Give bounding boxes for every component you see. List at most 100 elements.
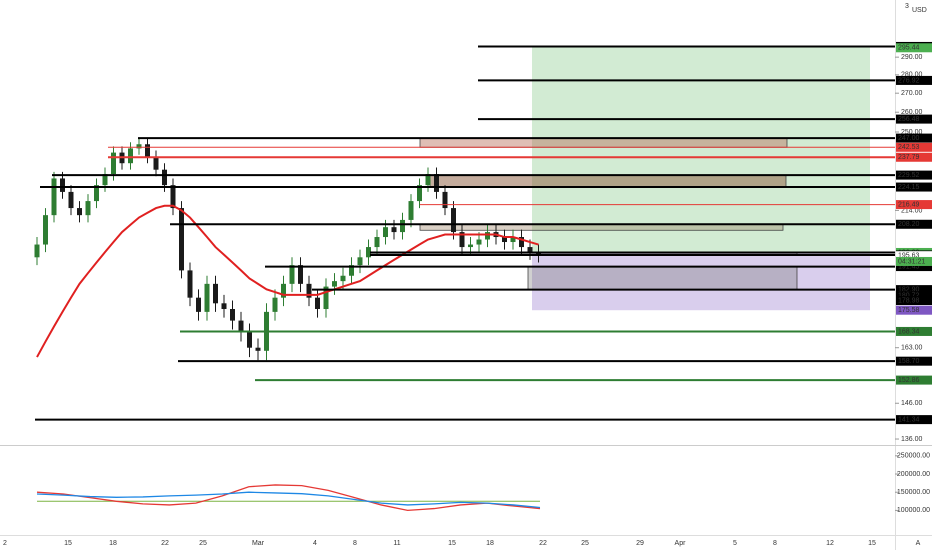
level-label-box [896,182,932,192]
y-tick-label: 214.00 [901,207,923,214]
level-label: 191.45 [898,263,920,270]
x-tick-label: 5 [733,540,737,547]
y-tick-label: 146.00 [901,400,923,407]
candle-body [383,227,388,238]
level-label-box [896,219,932,229]
x-tick-label: 11 [393,540,400,547]
level-label: 141.34 [898,416,920,423]
level-label-box [896,415,932,425]
corner-label: 3 [905,3,909,10]
candle-body [502,237,507,243]
level-label-box [896,142,932,152]
candle-body [417,185,422,202]
candle-body [221,303,227,310]
candle-body [196,297,201,312]
x-tick-label: Apr [675,540,687,547]
candle-body [68,191,74,209]
x-tick-label: 15 [448,540,456,547]
level-label: 178.98 [898,297,920,304]
zone-box [419,137,788,148]
candle-body [298,265,303,284]
candle-body [374,237,380,248]
candle-body [111,152,116,175]
y-tick-label: 250000.00 [897,453,930,460]
y-tick-label: 260.00 [901,109,923,116]
candle-body [136,144,142,149]
level-label: 158.70 [898,358,920,365]
x-tick-label: 8 [353,540,357,547]
level-label-box [896,291,932,301]
level-label-box [896,326,932,336]
x-tick-label: 4 [313,540,317,547]
currency: USD [912,7,927,14]
candle-body [519,237,524,248]
level-label-box [896,43,932,53]
candle-body [162,169,167,186]
candle-body [349,265,354,276]
indicator-line [36,491,541,509]
level-label-box [896,375,932,385]
candle-body [340,275,346,282]
x-tick-label: 22 [539,540,547,547]
candle-body [60,178,65,192]
candle-body [391,227,397,233]
x-tick-label: Mar [252,540,265,547]
x-tick-label: 22 [161,540,169,547]
auto-scale[interactable]: A [916,540,921,547]
level-label-box [896,200,932,210]
y-tick-label: 270.00 [901,90,923,97]
candle-body [247,332,252,348]
candle-body [102,174,108,186]
y-tick-label: 136.00 [901,436,923,443]
x-tick-label: 18 [486,540,494,547]
indicator-line [36,484,541,512]
candle-body [204,283,210,312]
level-label: 168.34 [898,328,920,335]
candle-body [425,174,431,186]
x-tick-label: 12 [826,540,834,547]
y-tick-label: 250.00 [901,129,923,136]
level-label-box [896,262,932,272]
candle-body [213,283,218,304]
x-tick-label: 29 [636,540,644,547]
candle-body [434,174,439,192]
level-label: 182.90 [898,286,920,293]
countdown: 04:31:21 [898,258,925,265]
candle-body [153,156,159,170]
level-label-box [896,251,932,261]
candle-body [468,244,473,248]
x-tick-label: 2 [3,540,7,547]
level-label: 276.92 [898,77,920,84]
y-tick-label: 163.00 [901,345,923,352]
moving-average [36,204,539,358]
candle-body [43,215,48,245]
candle-body [77,208,82,216]
countdown-box [896,256,932,266]
candle-body [128,148,133,164]
candle-body [179,208,184,271]
y-tick-label: 100000.00 [897,507,930,514]
level-label: 208.20 [898,221,920,228]
y-tick-label: 280.00 [901,72,923,79]
level-label-box [896,285,932,295]
candle-body [306,283,312,298]
profit-zone [532,46,870,253]
level-label: 237.79 [898,154,920,161]
candle-body [451,208,456,233]
level-label: 256.48 [898,116,920,123]
level-label: 195.63 [898,253,920,260]
level-label-box [896,170,932,180]
candle-body [366,247,371,258]
level-label: 224.15 [898,184,920,191]
level-label: 242.53 [898,144,920,151]
x-tick-label: 15 [868,540,876,547]
candle-body [238,320,244,333]
x-tick-label: 8 [773,540,777,547]
level-label: 216.49 [898,201,920,208]
level-label: 229.52 [898,172,920,179]
candle-body [145,144,150,157]
level-label-box [896,296,932,306]
candle-body [170,185,176,209]
candle-body [51,178,57,216]
